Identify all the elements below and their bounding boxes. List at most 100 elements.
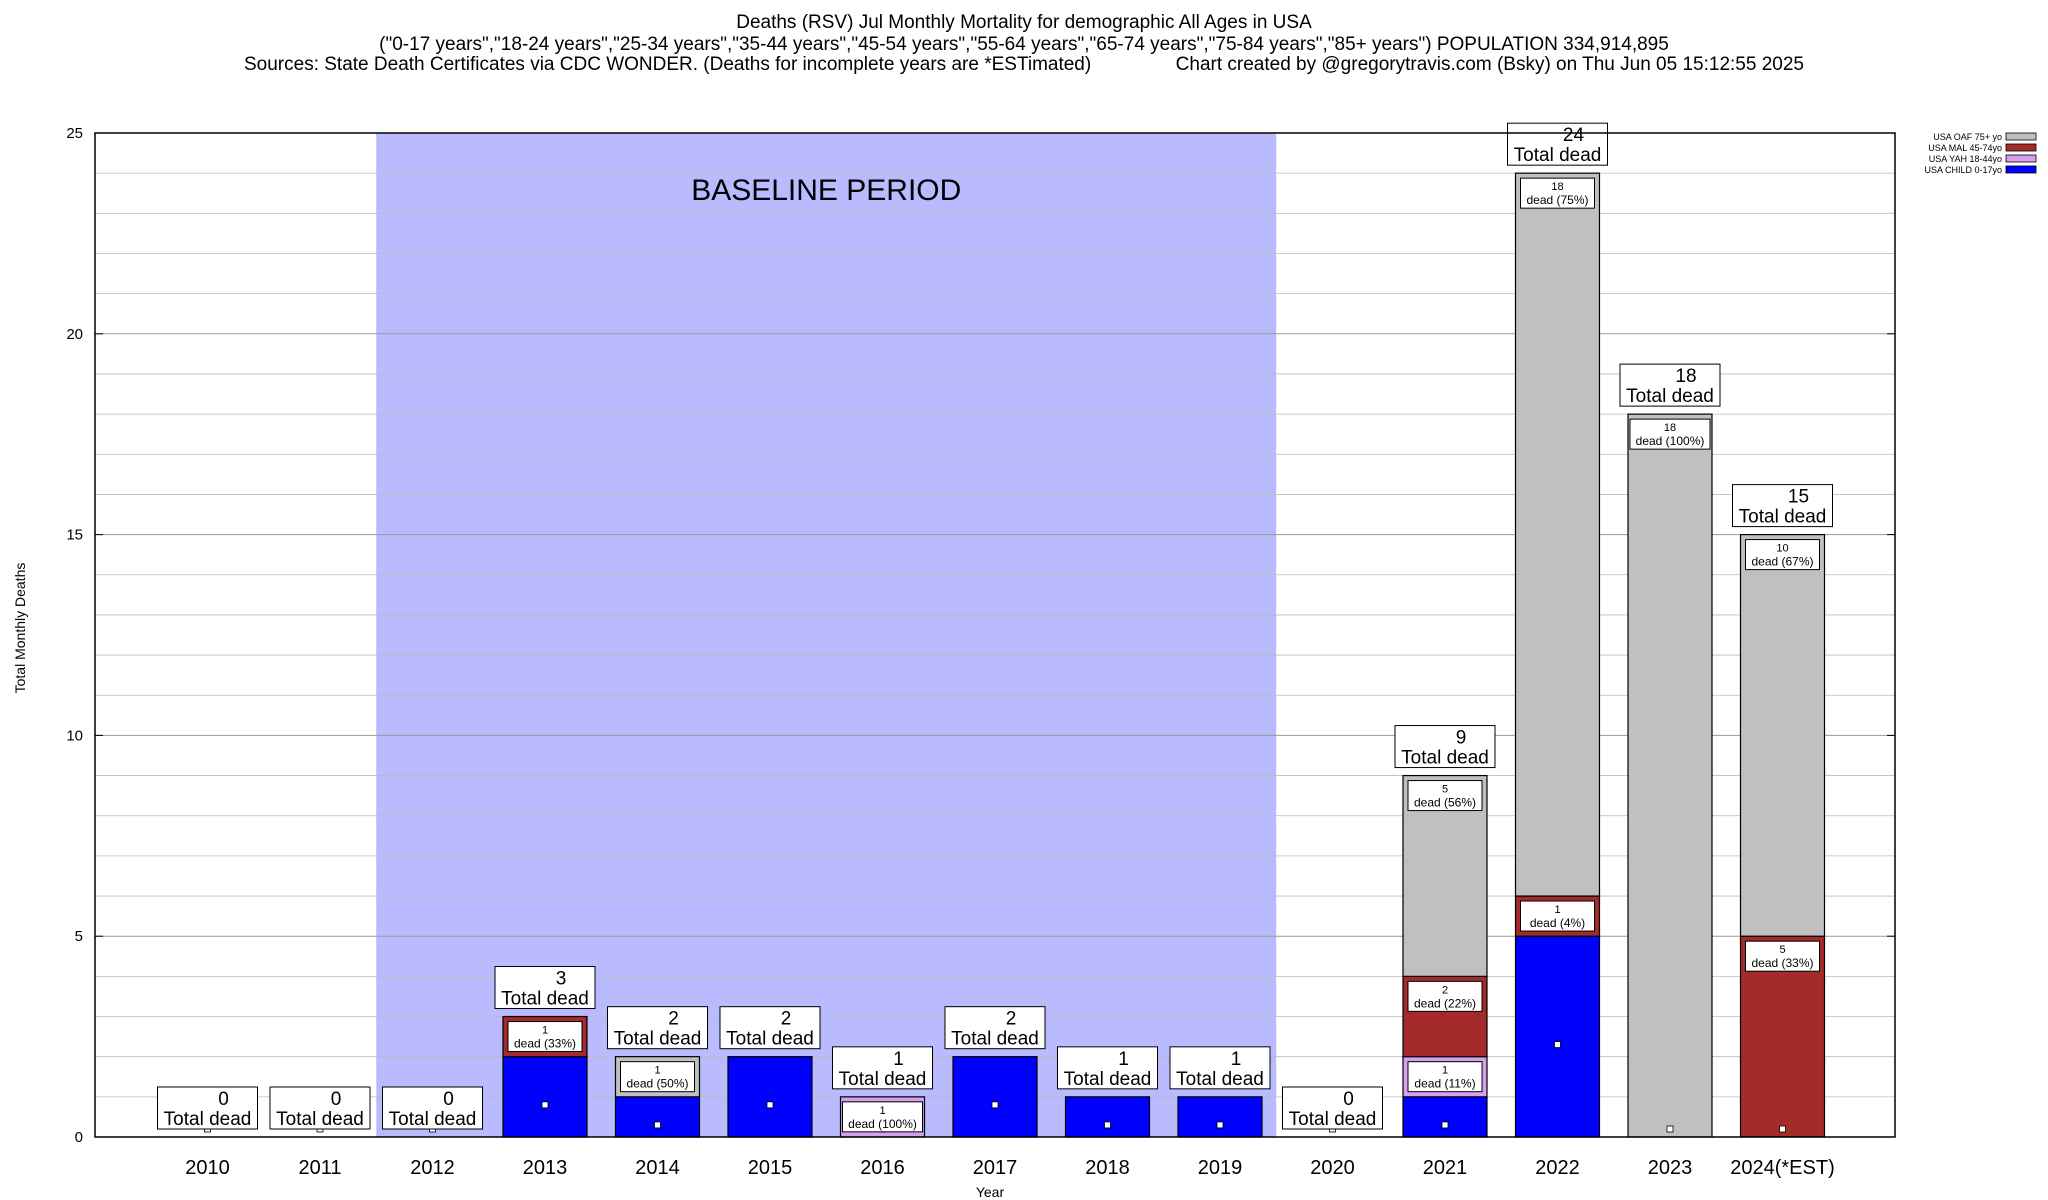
- total-label-text: Total dead: [389, 1109, 477, 1130]
- legend-swatch: [2005, 154, 2037, 163]
- bar-segment: [1739, 533, 1826, 937]
- segment-label-text: dead (11%): [1414, 1077, 1475, 1091]
- bar-segment: [727, 1056, 813, 1138]
- x-tick-label: 2019: [1198, 1157, 1243, 1179]
- segment-label-box: [1407, 780, 1483, 812]
- segment-label-text: dead (33%): [1751, 956, 1813, 970]
- x-tick-label: 2010: [185, 1157, 230, 1179]
- bar-segment: [1627, 413, 1713, 1138]
- legend-label: USA OAF 75+ yo: [1933, 132, 2002, 142]
- x-tick-label: 2013: [523, 1157, 568, 1179]
- x-axis-label: Year: [975, 1184, 1005, 1200]
- total-label-text: Total dead: [164, 1109, 252, 1130]
- total-label-value: 0: [1343, 1089, 1354, 1110]
- x-tick-label: 2012: [410, 1157, 455, 1179]
- total-label-box: [1507, 122, 1608, 166]
- bar-marker: [1779, 1125, 1786, 1133]
- total-label-text: Total dead: [1739, 507, 1827, 528]
- segment-label-text: dead (33%): [514, 1037, 576, 1051]
- bar-marker: [991, 1101, 999, 1109]
- x-tick-label: 2023: [1648, 1157, 1693, 1179]
- total-label-box: [157, 1086, 258, 1130]
- y-tick-label: 10: [66, 727, 83, 744]
- segment-label-box: [1745, 539, 1820, 571]
- legend-swatch: [2005, 132, 2037, 141]
- total-label-box: [1282, 1086, 1383, 1130]
- segment-label-text: dead (75%): [1526, 193, 1588, 207]
- bar-segment: [502, 1056, 588, 1138]
- bar-marker: [1441, 1121, 1449, 1129]
- bar-marker: [1104, 1121, 1111, 1129]
- y-tick-label: 20: [66, 326, 83, 343]
- total-label-box: [1619, 363, 1721, 407]
- segment-label-text: dead (100%): [848, 1117, 917, 1131]
- segment-label-count: 1: [1554, 904, 1560, 916]
- total-label-value: 2: [781, 1009, 792, 1030]
- segment-label-box: [1745, 940, 1820, 972]
- segment-label-count: 18: [1664, 422, 1676, 434]
- segment-label-box: [1629, 418, 1711, 450]
- total-label-box: [1169, 1046, 1271, 1090]
- x-tick-label: 2024(*EST): [1730, 1157, 1835, 1179]
- x-tick-label: 2017: [973, 1157, 1018, 1179]
- legend-swatch: [2005, 165, 2037, 174]
- segment-label-box: [507, 1021, 583, 1053]
- bar-segment: [1514, 172, 1601, 897]
- total-label-text: Total dead: [1514, 145, 1602, 166]
- legend-label: USA YAH 18-44yo: [1929, 154, 2002, 164]
- bar-marker: [541, 1101, 549, 1109]
- total-label-box: [269, 1086, 371, 1130]
- bar-segment: [1514, 935, 1601, 1138]
- total-label-box: [832, 1046, 933, 1090]
- bar-segment: [1402, 1096, 1488, 1138]
- bar-marker: [1666, 1125, 1674, 1133]
- total-label-value: 1: [1118, 1049, 1129, 1070]
- legend-label: USA CHILD 0-17yo: [1924, 165, 2002, 175]
- bar-marker: [766, 1101, 774, 1109]
- y-axis-label: Total Monthly Deaths: [12, 562, 28, 694]
- bar-segment: [1064, 1096, 1151, 1138]
- total-label-value: 0: [218, 1089, 229, 1110]
- bar-marker: [1216, 1121, 1224, 1129]
- total-label-value: 9: [1456, 728, 1467, 749]
- segment-label-box: [842, 1101, 923, 1133]
- total-label-value: 0: [331, 1089, 342, 1110]
- bar-marker: [1554, 1041, 1561, 1048]
- segment-label-box: [1407, 980, 1483, 1012]
- bar-segment: [952, 1056, 1038, 1138]
- total-label-text: Total dead: [726, 1029, 814, 1050]
- legend-label: USA MAL 45-74yo: [1928, 143, 2002, 153]
- x-tick-label: 2015: [748, 1157, 793, 1179]
- total-label-text: Total dead: [276, 1109, 364, 1130]
- x-tick-label: 2022: [1535, 1157, 1580, 1179]
- chart-sources-credit: Sources: State Death Certificates via CD…: [244, 54, 1804, 75]
- total-label-box: [944, 1006, 1046, 1050]
- total-label-value: 1: [1231, 1049, 1242, 1070]
- chart-subtitle-demographics: ("0-17 years","18-24 years","25-34 years…: [379, 34, 1669, 55]
- y-tick-label: 5: [75, 928, 83, 945]
- chart-title: Deaths (RSV) Jul Monthly Mortality for d…: [736, 12, 1312, 33]
- total-label-value: 1: [893, 1049, 904, 1070]
- y-tick-label: 25: [66, 125, 83, 142]
- segment-label-count: 10: [1776, 543, 1788, 555]
- bar-marker: [654, 1121, 661, 1129]
- total-label-value: 24: [1563, 125, 1585, 146]
- y-tick-label: 0: [75, 1129, 83, 1146]
- segment-label-box: [1520, 177, 1595, 209]
- segment-label-text: dead (100%): [1636, 434, 1705, 448]
- total-label-value: 15: [1788, 487, 1809, 508]
- bar-segment: [614, 1096, 701, 1138]
- segment-label-count: 1: [654, 1065, 660, 1077]
- segment-label-count: 2: [1442, 984, 1448, 996]
- x-tick-label: 2020: [1310, 1157, 1355, 1179]
- segment-label-text: dead (50%): [626, 1077, 688, 1091]
- x-tick-label: 2016: [860, 1157, 905, 1179]
- x-tick-label: 2018: [1085, 1157, 1130, 1179]
- segment-label-text: dead (22%): [1414, 996, 1476, 1010]
- total-label-box: [1732, 484, 1833, 528]
- segment-label-count: 18: [1551, 181, 1563, 193]
- y-tick-label: 15: [66, 527, 83, 544]
- segment-label-count: 1: [542, 1025, 548, 1037]
- total-label-value: 2: [1006, 1009, 1017, 1030]
- total-label-text: Total dead: [951, 1029, 1039, 1050]
